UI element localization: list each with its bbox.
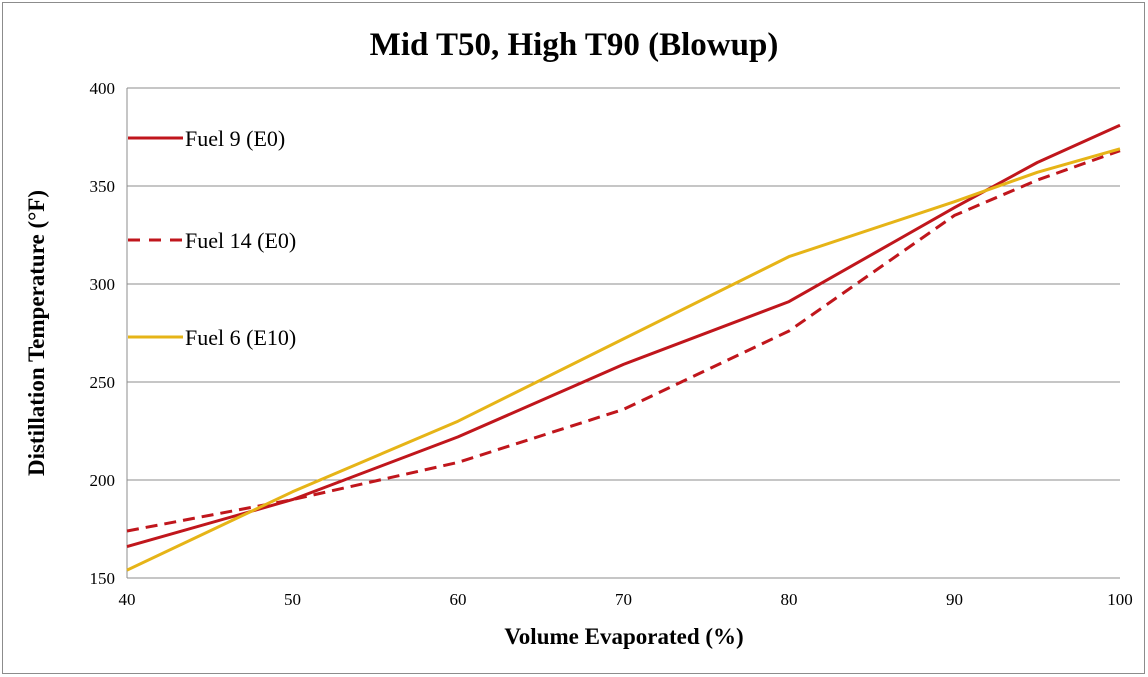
x-axis-title: Volume Evaporated (%) bbox=[504, 624, 743, 649]
y-tick-label: 300 bbox=[90, 275, 116, 294]
y-tick-label: 400 bbox=[90, 79, 116, 98]
legend: Fuel 9 (E0) Fuel 14 (E0) Fuel 6 (E10) bbox=[128, 126, 296, 350]
y-tick-labels: 150 200 250 300 350 400 bbox=[90, 79, 116, 588]
x-tick-label: 100 bbox=[1107, 590, 1133, 609]
x-tick-label: 70 bbox=[615, 590, 632, 609]
series-line-1 bbox=[126, 123, 1121, 549]
series-line-2 bbox=[126, 149, 1121, 533]
y-tick-label: 150 bbox=[90, 569, 116, 588]
y-tick-label: 250 bbox=[90, 373, 116, 392]
legend-label-1: Fuel 9 (E0) bbox=[185, 126, 285, 151]
x-tick-label: 80 bbox=[781, 590, 798, 609]
y-tick-label: 200 bbox=[90, 471, 116, 490]
series-line-3 bbox=[126, 147, 1121, 572]
series-lines bbox=[126, 123, 1121, 572]
x-tick-label: 60 bbox=[450, 590, 467, 609]
chart-title: Mid T50, High T90 (Blowup) bbox=[370, 27, 779, 63]
axes bbox=[126, 88, 1120, 579]
x-tick-label: 50 bbox=[284, 590, 301, 609]
x-tick-label: 40 bbox=[119, 590, 136, 609]
y-axis-title: Distillation Temperature (°F) bbox=[24, 190, 49, 476]
y-tick-label: 350 bbox=[90, 177, 116, 196]
x-tick-labels: 40 50 60 70 80 90 100 bbox=[119, 590, 1133, 609]
legend-label-3: Fuel 6 (E10) bbox=[185, 325, 296, 350]
x-tick-label: 90 bbox=[946, 590, 963, 609]
gridlines bbox=[127, 87, 1120, 481]
legend-label-2: Fuel 14 (E0) bbox=[185, 228, 296, 253]
